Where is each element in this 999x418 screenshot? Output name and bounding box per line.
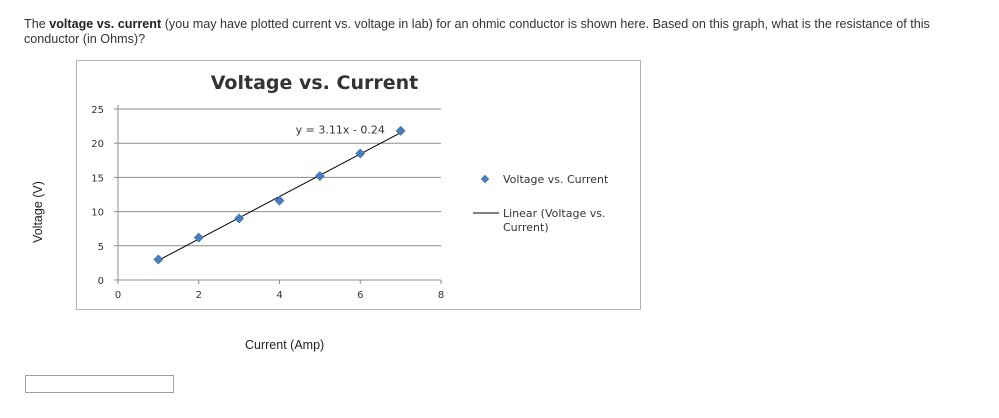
legend-label-series: Voltage vs. Current xyxy=(503,173,609,186)
x-axis-label: Current (Amp) xyxy=(245,338,325,352)
data-point xyxy=(234,213,245,224)
x-tick-label: 0 xyxy=(115,290,121,301)
legend-label-trendline-line1: Linear (Voltage vs. xyxy=(503,207,605,220)
question-text: The voltage vs. current (you may have pl… xyxy=(24,17,979,47)
y-tick-label: 5 xyxy=(98,242,104,253)
chart-svg: Voltage vs. Current 0 5 10 15 20 25 0 2 4 6 8 y = 3.… xyxy=(91,72,609,301)
y-tick-label: 20 xyxy=(91,139,104,150)
question-bold: voltage vs. current xyxy=(49,17,162,31)
answer-input[interactable] xyxy=(25,375,174,393)
y-tick-label: 25 xyxy=(91,105,104,116)
x-tick-label: 6 xyxy=(357,290,363,301)
data-point xyxy=(274,195,285,206)
chart-area: Voltage vs. Current 0 5 10 15 20 25 0 2 4 6 8 y = 3.… xyxy=(76,60,641,310)
y-axis-label: Voltage (V) xyxy=(31,181,45,243)
question-rest: (you may have plotted current vs. voltag… xyxy=(24,17,930,46)
data-point xyxy=(193,232,204,243)
data-point xyxy=(355,148,366,159)
legend-label-trendline-line2: Current) xyxy=(503,221,549,234)
chart-title: Voltage vs. Current xyxy=(211,72,418,94)
legend-marker-series xyxy=(480,174,490,184)
x-tick-label: 2 xyxy=(196,290,202,301)
trendline-equation: y = 3.11x - 0.24 xyxy=(296,124,385,137)
x-tick-label: 4 xyxy=(276,290,282,301)
question-intro: The xyxy=(24,17,50,31)
data-point xyxy=(314,171,325,181)
y-tick-label: 0 xyxy=(98,276,104,287)
data-point xyxy=(153,254,164,265)
x-tick-label: 8 xyxy=(438,290,444,301)
y-tick-label: 15 xyxy=(91,173,104,184)
y-tick-label: 10 xyxy=(91,208,104,219)
data-point xyxy=(395,125,406,136)
